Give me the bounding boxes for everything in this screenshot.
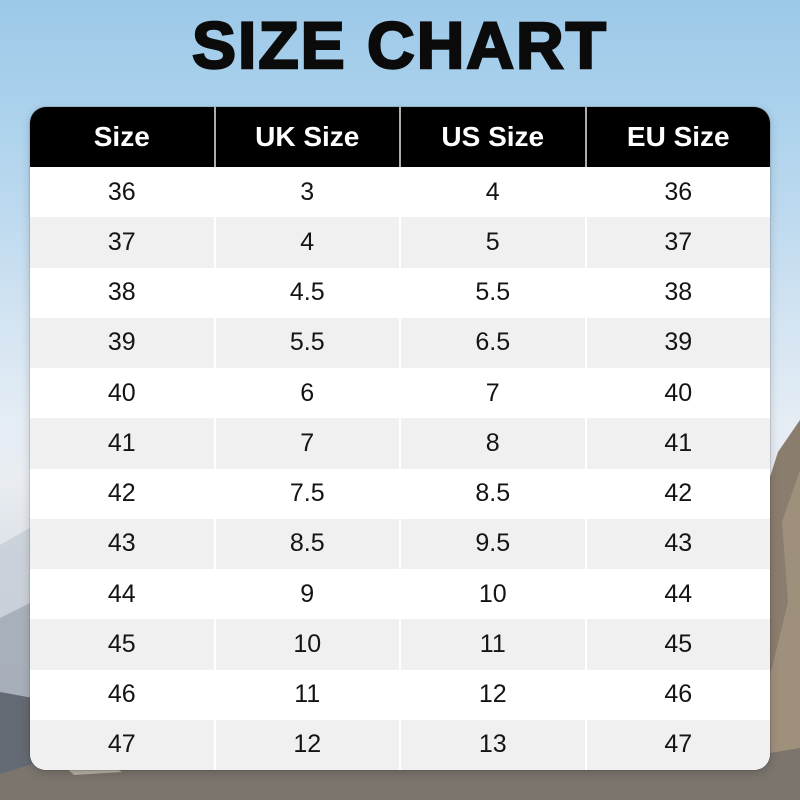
table-row: 47 12 13 47 <box>30 719 771 770</box>
table-row: 44 9 10 44 <box>30 569 771 620</box>
cell-size: 41 <box>107 428 136 457</box>
table-row: 39 5.5 6.5 39 <box>30 317 771 368</box>
cell-eu-size: 45 <box>584 619 771 670</box>
cell-uk-size: 11 <box>213 669 400 720</box>
column-header-size: Size <box>93 121 150 152</box>
cell-eu-size: 41 <box>584 418 771 469</box>
table-row: 40 6 7 40 <box>30 368 771 419</box>
cell-size: 47 <box>107 730 136 759</box>
cell-uk-size: 4.5 <box>213 267 400 318</box>
cell-uk-size: 3 <box>213 167 400 218</box>
cell-us-size: 8.5 <box>399 468 585 519</box>
cell-eu-size: 44 <box>584 569 771 620</box>
table-row: 42 7.5 8.5 42 <box>30 468 771 519</box>
cell-eu-size: 37 <box>584 217 771 268</box>
size-table: Size UK Size US Size EU Size 36 3 4 36 3… <box>30 107 770 770</box>
column-header-us-size: US Size <box>399 107 585 167</box>
cell-size: 36 <box>107 177 136 206</box>
size-table-body: 36 3 4 36 37 4 5 37 38 4.5 5.5 38 39 5.5… <box>30 167 770 770</box>
cell-us-size: 7 <box>399 368 585 419</box>
cell-size: 46 <box>107 680 136 709</box>
cell-us-size: 12 <box>399 669 585 720</box>
size-table-header-row: Size UK Size US Size EU Size <box>30 107 770 167</box>
table-row: 45 10 11 45 <box>30 619 771 670</box>
cell-uk-size: 8.5 <box>213 518 400 569</box>
table-row: 38 4.5 5.5 38 <box>30 267 771 318</box>
table-row: 37 4 5 37 <box>30 217 771 268</box>
cell-size: 39 <box>107 328 136 357</box>
page-title: SIZE CHART <box>191 8 608 82</box>
cell-us-size: 5 <box>399 217 585 268</box>
cell-eu-size: 38 <box>584 267 771 318</box>
cell-eu-size: 43 <box>584 518 771 569</box>
cell-us-size: 8 <box>399 418 585 469</box>
cell-uk-size: 10 <box>213 619 400 670</box>
cell-size: 43 <box>107 529 136 558</box>
cell-size: 37 <box>107 227 136 256</box>
cell-us-size: 9.5 <box>399 518 585 569</box>
cell-eu-size: 42 <box>584 468 771 519</box>
cell-uk-size: 12 <box>213 719 400 770</box>
cell-uk-size: 7.5 <box>213 468 400 519</box>
cell-size: 40 <box>107 378 136 407</box>
cell-uk-size: 5.5 <box>213 317 400 368</box>
table-row: 41 7 8 41 <box>30 418 771 469</box>
cell-uk-size: 9 <box>213 569 400 620</box>
cell-eu-size: 46 <box>584 669 771 720</box>
cell-uk-size: 6 <box>213 368 400 419</box>
cell-us-size: 5.5 <box>399 267 585 318</box>
cell-eu-size: 36 <box>584 167 771 218</box>
table-row: 43 8.5 9.5 43 <box>30 518 771 569</box>
cell-uk-size: 7 <box>213 418 400 469</box>
cell-us-size: 10 <box>399 569 585 620</box>
cell-eu-size: 40 <box>584 368 771 419</box>
table-row: 36 3 4 36 <box>30 167 771 218</box>
column-header-eu-size: EU Size <box>584 107 771 167</box>
table-row: 46 11 12 46 <box>30 669 771 720</box>
cell-us-size: 11 <box>399 619 585 670</box>
cell-size: 44 <box>107 579 136 608</box>
cell-us-size: 6.5 <box>399 317 585 368</box>
cell-size: 38 <box>107 278 136 307</box>
cell-eu-size: 47 <box>584 719 771 770</box>
cell-size: 42 <box>107 479 136 508</box>
cell-us-size: 13 <box>399 719 585 770</box>
cell-size: 45 <box>107 629 136 658</box>
cell-uk-size: 4 <box>213 217 400 268</box>
cell-eu-size: 39 <box>584 317 771 368</box>
column-header-uk-size: UK Size <box>213 107 400 167</box>
cell-us-size: 4 <box>399 167 585 218</box>
